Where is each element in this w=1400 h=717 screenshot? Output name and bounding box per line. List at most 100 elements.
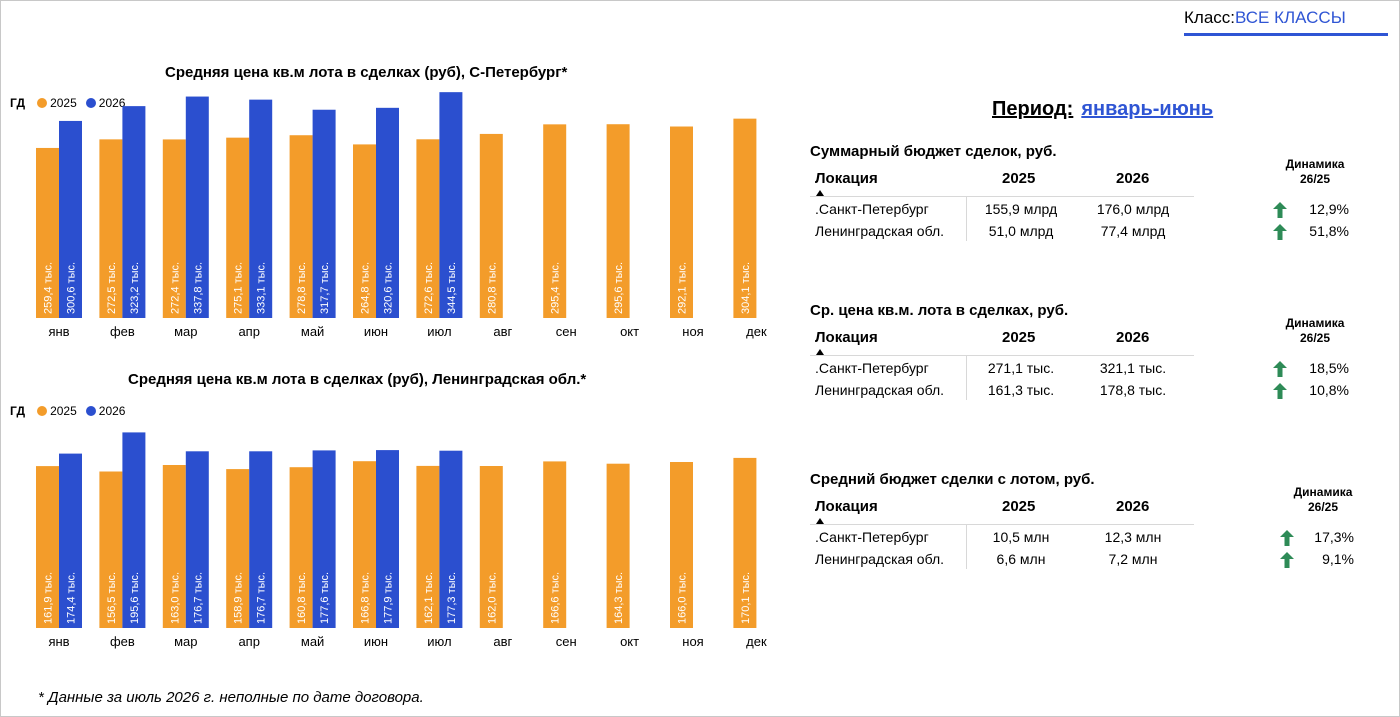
bar-label-2025-авг: 280,8 тыс.: [486, 262, 498, 314]
table-title: Ср. цена кв.м. лота в сделках, руб.: [810, 302, 1069, 319]
bar-2025-ноя[interactable]: [670, 462, 693, 628]
row-location: .Санкт-Петербург: [815, 360, 929, 376]
dynamics-header: Динамика 26/25: [1278, 485, 1368, 515]
bar-label-2026-июл: 344,5 тыс.: [446, 262, 458, 314]
bar-2025-апр[interactable]: [226, 469, 250, 628]
bar-2025-мар[interactable]: [162, 139, 186, 318]
bar-2025-дек[interactable]: [733, 457, 757, 628]
bar-2025-сен[interactable]: [543, 124, 567, 318]
header-divider: [810, 355, 1194, 356]
bar-2025-янв[interactable]: [36, 466, 59, 628]
bar-label-2025-июл: 272,6 тыс.: [423, 262, 435, 314]
bar-2025-дек[interactable]: [733, 118, 757, 318]
bar-2025-окт[interactable]: [606, 124, 630, 318]
sort-ascending-icon[interactable]: [816, 349, 824, 355]
column-header-2026[interactable]: 2026: [1116, 329, 1150, 346]
bar-2025-авг[interactable]: [479, 466, 503, 628]
bar-2026-май[interactable]: [312, 109, 336, 318]
bar-2025-май[interactable]: [289, 135, 313, 318]
bar-label-2025-ноя: 292,1 тыс.: [677, 262, 689, 314]
x-tick-label-май: май: [301, 324, 324, 339]
bar-2025-мар[interactable]: [162, 465, 186, 628]
bar-label-2025-янв: 259,4 тыс.: [43, 262, 55, 314]
column-header-2025[interactable]: 2025: [1002, 498, 1036, 515]
bar-2026-мар[interactable]: [185, 96, 209, 318]
legend-item-2025[interactable]: 2025: [37, 96, 77, 110]
bar-2026-июл[interactable]: [439, 450, 463, 628]
bar-label-2025-янв: 161,9 тыс.: [43, 572, 55, 624]
bar-2026-фев[interactable]: [122, 432, 146, 628]
row-dynamics-pct: 10,8%: [1309, 382, 1349, 398]
bar-2026-янв[interactable]: [59, 453, 82, 628]
x-tick-label-дек: дек: [746, 324, 767, 339]
bar-2026-июн[interactable]: [376, 450, 399, 628]
trend-up-icon: [1273, 383, 1287, 399]
column-header-2026[interactable]: 2026: [1116, 170, 1150, 187]
dynamics-header: Динамика 26/25: [1270, 316, 1360, 346]
legend-item-2026[interactable]: 2026: [85, 404, 125, 418]
legend-item-2025[interactable]: 2025: [37, 404, 77, 418]
bar-2026-янв[interactable]: [59, 120, 82, 318]
bar-2026-май[interactable]: [312, 450, 336, 628]
column-header-location[interactable]: Локация: [815, 170, 878, 187]
chart-title-spb: Средняя цена кв.м лота в сделках (руб), …: [165, 64, 568, 81]
row-value-2025: 161,3 тыс.: [987, 382, 1055, 398]
bar-2025-июн[interactable]: [353, 144, 376, 318]
bar-2025-май[interactable]: [289, 467, 313, 628]
column-header-2025[interactable]: 2025: [1002, 329, 1036, 346]
column-header-2025[interactable]: 2025: [1002, 170, 1036, 187]
row-location: Ленинградская обл.: [815, 382, 945, 398]
class-filter-value[interactable]: ВСЕ КЛАССЫ: [1235, 8, 1346, 27]
bar-2025-апр[interactable]: [226, 137, 250, 318]
bar-2025-авг[interactable]: [479, 133, 503, 318]
legend-item-2026[interactable]: 2026: [85, 96, 125, 110]
bar-label-2025-сен: 166,6 тыс.: [550, 572, 562, 624]
bar-label-2025-апр: 158,9 тыс.: [233, 572, 245, 624]
bar-2025-июл[interactable]: [416, 465, 440, 628]
bar-2026-апр[interactable]: [249, 451, 273, 628]
bar-2025-янв[interactable]: [36, 147, 59, 318]
legend-label-2025: 2025: [50, 96, 77, 110]
row-dynamics-pct: 17,3%: [1314, 529, 1354, 545]
header-divider: [810, 524, 1194, 525]
column-header-location[interactable]: Локация: [815, 498, 878, 515]
trend-up-icon: [1280, 530, 1294, 546]
bar-label-2026-мар: 337,8 тыс.: [192, 262, 204, 314]
bar-2025-окт[interactable]: [606, 463, 630, 628]
bar-2025-июн[interactable]: [353, 461, 376, 628]
bar-2025-июл[interactable]: [416, 139, 440, 318]
row-location: Ленинградская обл.: [815, 551, 945, 567]
bar-2025-фев[interactable]: [99, 471, 123, 629]
x-tick-label-дек: дек: [746, 634, 767, 649]
period-value[interactable]: январь-июнь: [1081, 98, 1214, 120]
column-divider: [966, 356, 967, 400]
period-filter[interactable]: Период: январь-июнь: [992, 98, 1213, 121]
bar-label-2025-дек: 304,1 тыс.: [740, 262, 752, 314]
bar-label-2026-июн: 177,9 тыс.: [383, 572, 395, 624]
x-tick-label-янв: янв: [48, 324, 69, 339]
row-value-2025: 155,9 млрд: [984, 201, 1058, 217]
bar-label-2026-май: 177,6 тыс.: [319, 572, 331, 624]
class-filter[interactable]: Класс:ВСЕ КЛАССЫ: [1184, 8, 1346, 28]
bar-2026-июн[interactable]: [376, 107, 399, 318]
legend-swatch-2025: [37, 98, 48, 108]
bar-2025-ноя[interactable]: [670, 126, 693, 318]
bar-2026-апр[interactable]: [249, 99, 273, 318]
row-dynamics-pct: 12,9%: [1309, 201, 1349, 217]
sort-ascending-icon[interactable]: [816, 190, 824, 196]
column-header-location[interactable]: Локация: [815, 329, 878, 346]
bar-label-2026-июн: 320,6 тыс.: [383, 262, 395, 314]
x-tick-label-мар: мар: [174, 634, 197, 649]
bar-2026-фев[interactable]: [122, 106, 146, 318]
bar-2025-сен[interactable]: [543, 461, 567, 628]
bar-2026-мар[interactable]: [185, 451, 209, 628]
column-header-2026[interactable]: 2026: [1116, 498, 1150, 515]
row-value-2026: 7,2 млн: [1108, 551, 1158, 567]
period-label: Период:: [992, 98, 1074, 120]
sort-ascending-icon[interactable]: [816, 518, 824, 524]
x-tick-label-янв: янв: [48, 634, 69, 649]
x-tick-label-авг: авг: [493, 634, 512, 649]
bar-2025-фев[interactable]: [99, 139, 123, 318]
bar-2026-июл[interactable]: [439, 92, 463, 319]
row-value-2026: 321,1 тыс.: [1099, 360, 1167, 376]
